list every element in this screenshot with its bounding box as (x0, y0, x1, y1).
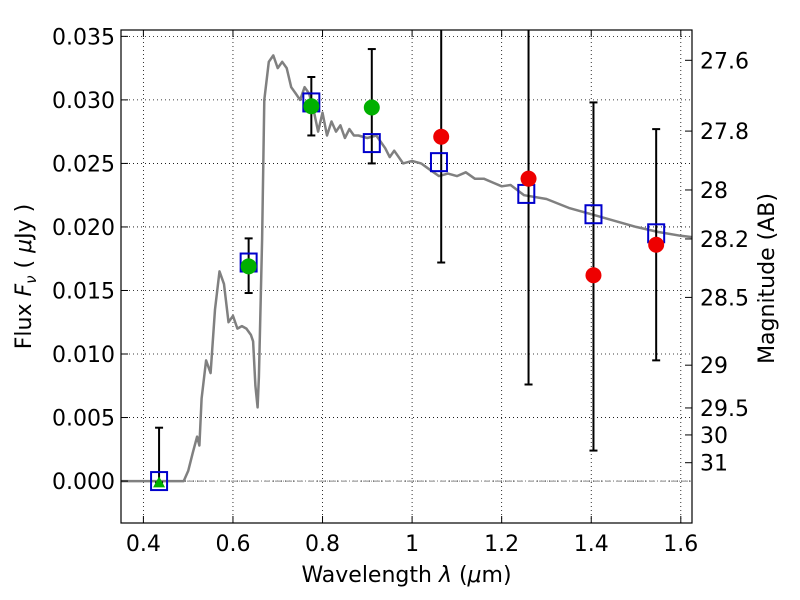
x-tick-label: 0.4 (126, 532, 161, 557)
model-flux-box (584, 204, 603, 225)
tick-labels: 0.4 0.6 0.8 1 1.2 1.4 1.6 0.000 0.005 0.010 0.015 0… (52, 25, 749, 557)
detection-point (303, 98, 320, 115)
detection-point (363, 99, 380, 116)
model-photometry-boxes (150, 92, 666, 492)
magnitude-tick-label: 31 (700, 452, 728, 477)
y-tick-label: 0.025 (52, 152, 115, 177)
magnitude-tick-label: 29 (700, 354, 728, 379)
magnitude-tick-label: 29.5 (700, 397, 749, 422)
x-tick-label: 1.6 (663, 532, 698, 557)
magnitude-axis-label: Magnitude (AB) (755, 193, 780, 364)
grid (121, 30, 692, 523)
x-tick-label: 1 (405, 532, 419, 557)
x-axis-label: Wavelength λ (μm) (301, 563, 511, 588)
y-tick-label: 0.015 (52, 279, 115, 304)
measured-points (153, 98, 665, 488)
low-sn-point (648, 236, 665, 253)
errorbar-nondetection (155, 426, 164, 484)
magnitude-tick-label: 30 (700, 424, 728, 449)
detection-point (240, 258, 257, 275)
model-flux-box (362, 133, 381, 154)
errorbar-low-sn (524, 30, 533, 386)
x-tick-label: 1.2 (484, 532, 519, 557)
low-sn-point (520, 170, 537, 187)
sed-model-line (121, 54, 693, 483)
x-tick-label: 1.4 (574, 532, 609, 557)
magnitude-tick-label: 28.2 (700, 228, 749, 253)
model-flux-box (150, 471, 169, 492)
y-axis-label: Flux Fν ( μJy ) (12, 204, 40, 349)
model-flux-box (429, 152, 448, 173)
y-tick-label: 0.000 (52, 470, 115, 495)
y-tick-label: 0.005 (52, 407, 115, 432)
y-tick-label: 0.035 (52, 25, 115, 50)
low-sn-point (433, 128, 450, 145)
y-tick-label: 0.020 (52, 216, 115, 241)
x-tick-label: 0.8 (305, 532, 340, 557)
magnitude-tick-label: 28 (700, 179, 728, 204)
x-tick-label: 0.6 (215, 532, 250, 557)
magnitude-tick-label: 27.6 (700, 49, 749, 74)
magnitude-tick-label: 27.8 (700, 120, 749, 145)
errorbars (155, 30, 661, 484)
nondetection-triangle (153, 476, 166, 488)
y-tick-label: 0.030 (52, 89, 115, 114)
magnitude-tick-label: 28.5 (700, 286, 749, 311)
y-tick-label: 0.010 (52, 343, 115, 368)
ticks (121, 30, 692, 523)
plot-frame (120, 29, 693, 524)
low-sn-point (585, 267, 602, 284)
errorbar-low-sn (437, 30, 446, 264)
